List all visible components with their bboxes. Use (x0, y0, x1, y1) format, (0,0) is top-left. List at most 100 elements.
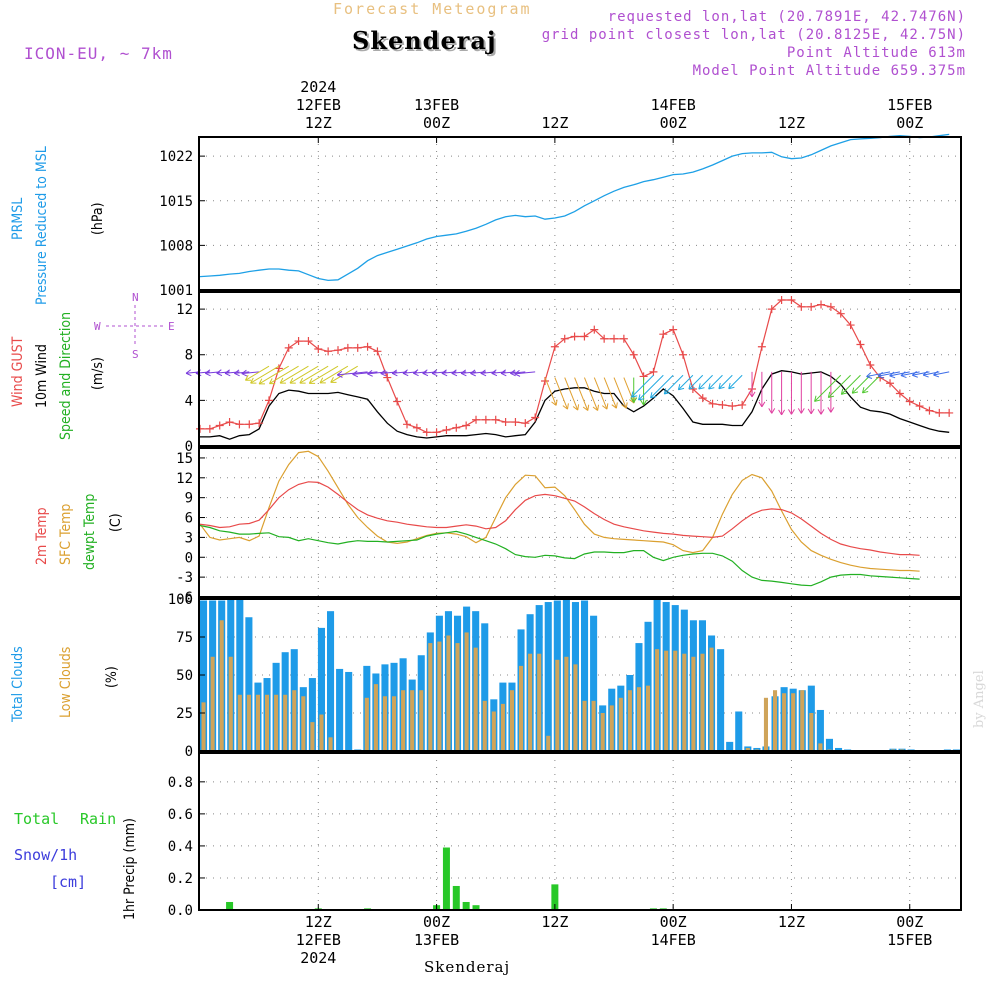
wind-direction-arrow (309, 365, 339, 384)
low-cloud-bar (382, 696, 387, 751)
wind-direction-arrow (319, 365, 349, 384)
wind-direction-arrow-head (866, 372, 873, 379)
rain-bar (462, 901, 470, 910)
wind-direction-arrow-head (728, 382, 735, 390)
low-cloud-bar (700, 653, 705, 751)
wind-direction-arrow (698, 374, 713, 390)
meteogram-title: Forecast Meteogram (333, 0, 532, 18)
wind-direction-arrow-head (638, 394, 645, 401)
gust-marker (412, 423, 421, 432)
model-name: ICON-EU, ~ 7km (24, 44, 173, 63)
y-tick-label: 0.6 (168, 807, 193, 823)
wind-direction-arrow-head (451, 369, 458, 377)
y-tick-label: 8 (185, 348, 193, 364)
wind-direction-arrow-head (851, 387, 859, 394)
time-label: 00Z (423, 913, 450, 931)
wind-direction-arrow (554, 377, 568, 410)
time-label: 15FEB (887, 931, 932, 949)
wind-direction-arrow-head (807, 408, 815, 415)
gust-marker (432, 428, 441, 437)
wind-direction-arrow (514, 371, 536, 375)
wind-direction-arrow-head (572, 404, 580, 411)
gust-marker (698, 394, 707, 403)
gust-marker (284, 343, 293, 352)
panel-frame-2 (198, 291, 962, 447)
total-cloud-bar (345, 671, 353, 751)
panel-frame-1 (198, 136, 962, 291)
wind-direction-arrow-head (840, 388, 848, 395)
total-label: Total (14, 810, 60, 828)
gust-marker (393, 397, 402, 406)
low-cloud-bar (219, 620, 224, 751)
time-label: 12Z (778, 913, 805, 931)
y-tick-label: 15 (176, 451, 193, 467)
low-cloud-bar (274, 694, 279, 751)
y-tick-label: 25 (176, 706, 193, 722)
low-cloud-bar (691, 656, 696, 751)
gust-marker (334, 346, 343, 355)
y-tick-label: 1008 (159, 238, 193, 254)
low-cloud-bar (292, 690, 297, 751)
y-tick-label: 1015 (159, 194, 193, 210)
time-label: 12Z (305, 114, 332, 132)
wind-direction-arrow (245, 365, 270, 381)
wind-direction-arrow (827, 374, 851, 398)
wind-direction-arrow-head (500, 369, 507, 377)
rain-bar (472, 905, 480, 910)
wind-direction-arrow-head (562, 403, 569, 410)
low-cloud-bar (528, 653, 533, 751)
dewpoint-line (199, 524, 920, 587)
wind-direction-arrow-head (889, 371, 896, 379)
watermark: by Angel (972, 670, 987, 728)
gust-marker (866, 361, 875, 370)
wind-direction-arrow-head (391, 369, 398, 377)
snow-label: Snow/1h (14, 846, 78, 864)
total-cloud-bar (327, 611, 335, 751)
low-cloud-bar (818, 743, 823, 751)
gust-marker (826, 302, 835, 311)
wind-direction-arrow-head (308, 378, 316, 384)
low-cloud-bar (591, 700, 596, 751)
wind-direction-arrow (631, 374, 654, 398)
total-cloud-bar (816, 709, 824, 751)
low-cloud-bar (664, 650, 669, 751)
wind-direction-arrow-head (336, 371, 343, 378)
wind-direction-arrow-head (250, 377, 257, 384)
low-cloud-bar (500, 703, 505, 751)
y-tick-label: 0 (185, 550, 193, 566)
gust-marker (905, 397, 914, 406)
gust-marker (550, 342, 559, 351)
low-cloud-bar (655, 649, 660, 751)
wind-direction-arrow (678, 374, 694, 391)
gust-marker (215, 421, 224, 430)
wind-direction-arrow-head (677, 383, 685, 391)
low-cloud-bar (791, 693, 796, 751)
time-label: 00Z (423, 114, 450, 132)
wind-direction-arrow (510, 371, 526, 374)
wind-direction-arrow-head (768, 408, 776, 414)
y-tick-label: 12 (176, 471, 193, 487)
wind-speed-line (200, 370, 950, 440)
gust-marker (718, 400, 727, 409)
low-cloud-bar (364, 697, 369, 751)
wind-direction-arrow (269, 365, 299, 385)
wind-direction-arrow (451, 371, 467, 374)
gust-marker (797, 302, 806, 311)
wind-direction-arrow-head (268, 378, 276, 385)
gust-marker (274, 364, 283, 373)
low-cloud-bar (301, 696, 306, 751)
low-cloud-bar (555, 659, 560, 751)
wind-direction-arrow (718, 374, 733, 390)
gust-marker (511, 418, 520, 427)
wind-direction-arrow (564, 377, 579, 411)
low-cloud-bar (682, 653, 687, 751)
gust-marker (600, 334, 609, 343)
gust-marker (521, 419, 530, 428)
gust-marker (817, 300, 826, 309)
gust-marker (659, 330, 668, 339)
gust-marker (353, 343, 362, 352)
low-cloud-bar (582, 700, 587, 751)
wind-direction-arrow-head (788, 409, 795, 415)
y-tick-label: 0.4 (168, 839, 193, 855)
low-cloud-bar (310, 722, 315, 751)
